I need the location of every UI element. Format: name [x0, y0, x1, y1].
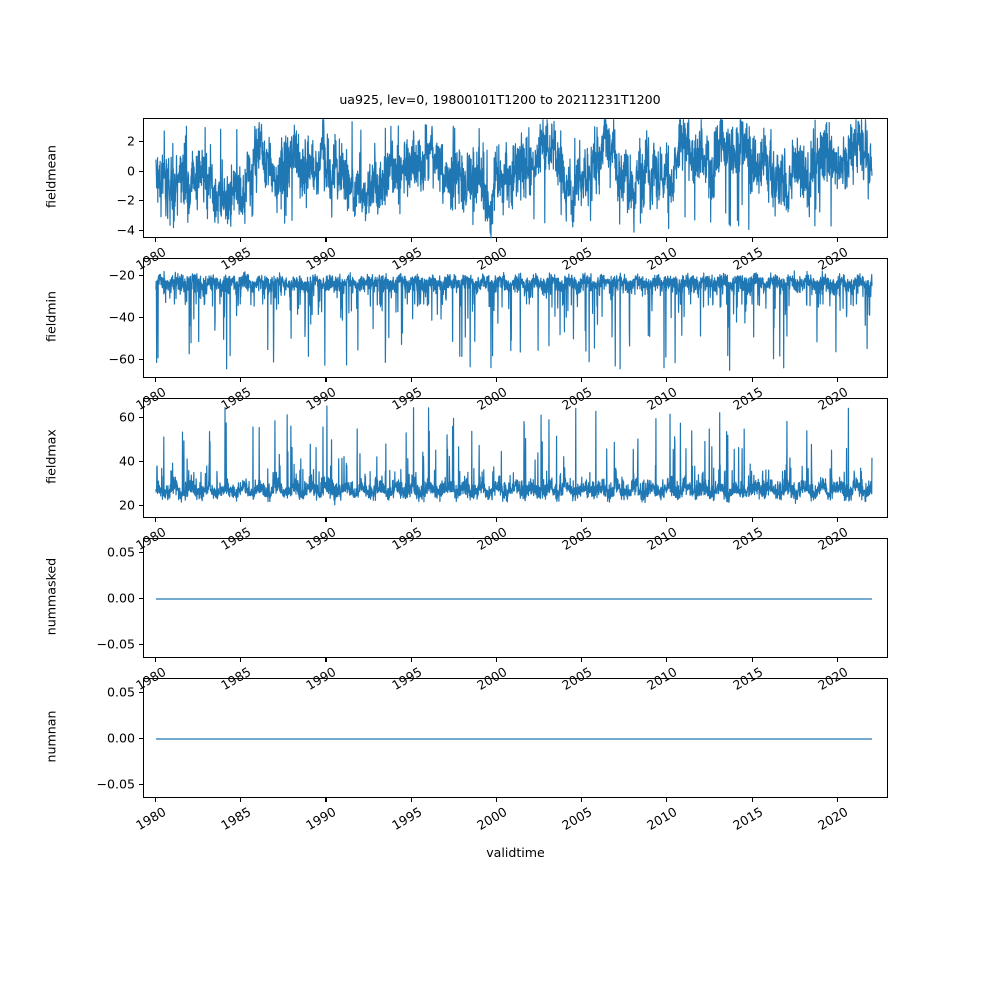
ytick-mark-fieldmax-1 — [139, 460, 143, 462]
subplot-fieldmin — [143, 258, 888, 378]
xtick-mark-nummasked-6 — [666, 658, 668, 662]
ytick-label-nummasked-0: 0.05 — [106, 544, 135, 560]
xtick-mark-nummasked-7 — [751, 658, 753, 662]
xtick-mark-fieldmax-3 — [410, 518, 412, 522]
xtick-mark-fieldmax-7 — [751, 518, 753, 522]
xtick-mark-numnan-4 — [495, 798, 497, 802]
xtick-mark-fieldmax-1 — [240, 518, 242, 522]
ytick-mark-fieldmax-2 — [139, 504, 143, 506]
xtick-mark-fieldmin-1 — [240, 378, 242, 382]
ytick-mark-nummasked-2 — [139, 644, 143, 646]
ytick-label-fieldmean-0: 2 — [126, 133, 135, 149]
plot-canvas-fieldmin — [155, 270, 873, 371]
xtick-mark-fieldmax-6 — [666, 518, 668, 522]
ytick-mark-fieldmin-1 — [139, 316, 143, 319]
ytick-label-fieldmin-1: −40 — [108, 309, 135, 325]
xtick-mark-numnan-8 — [836, 798, 838, 802]
series-line-fieldmean — [155, 119, 873, 239]
subplot-fieldmax — [143, 398, 888, 518]
xtick-mark-fieldmean-1 — [240, 238, 242, 242]
ytick-label-fieldmean-2: −2 — [116, 192, 135, 208]
y-axis-label-numnan: numnan — [43, 710, 59, 763]
xtick-mark-fieldmean-8 — [836, 238, 838, 242]
ytick-label-numnan-1: 0.00 — [106, 730, 135, 746]
xtick-mark-numnan-1 — [240, 798, 242, 802]
xtick-mark-nummasked-0 — [154, 658, 157, 662]
ytick-label-fieldmin-2: −60 — [108, 351, 135, 367]
ytick-mark-fieldmean-1 — [139, 170, 143, 172]
figure-title: ua925, lev=0, 19800101T1200 to 20211231T… — [339, 92, 661, 107]
xtick-mark-fieldmean-0 — [154, 238, 157, 242]
xtick-mark-nummasked-3 — [410, 658, 412, 662]
xtick-mark-fieldmin-6 — [666, 378, 668, 382]
xtick-mark-numnan-2 — [325, 798, 327, 802]
xtick-mark-fieldmean-7 — [751, 238, 753, 242]
ytick-label-numnan-2: −0.05 — [96, 776, 135, 792]
ytick-mark-numnan-1 — [139, 738, 143, 740]
ytick-label-fieldmean-1: 0 — [126, 163, 135, 179]
xtick-mark-fieldmin-0 — [154, 378, 157, 382]
ytick-mark-numnan-0 — [139, 691, 143, 693]
ytick-label-numnan-0: 0.05 — [106, 684, 135, 700]
xtick-mark-numnan-6 — [666, 798, 668, 802]
ytick-mark-numnan-2 — [139, 784, 143, 786]
xtick-mark-nummasked-5 — [581, 658, 583, 662]
ytick-mark-fieldmean-3 — [139, 229, 143, 231]
ytick-label-fieldmax-2: 20 — [118, 497, 135, 513]
ytick-label-fieldmax-0: 60 — [118, 409, 135, 425]
xtick-mark-fieldmin-2 — [325, 378, 327, 382]
xtick-mark-nummasked-1 — [240, 658, 242, 662]
xtick-mark-numnan-0 — [154, 798, 157, 802]
ytick-label-fieldmin-0: −20 — [108, 267, 135, 283]
subplot-fieldmean — [143, 118, 888, 239]
xtick-mark-numnan-3 — [410, 798, 412, 802]
xtick-mark-fieldmax-8 — [836, 518, 838, 522]
xtick-mark-fieldmean-2 — [325, 238, 327, 242]
xtick-mark-nummasked-4 — [495, 658, 497, 662]
xtick-mark-fieldmin-8 — [836, 378, 838, 382]
xtick-mark-fieldmean-3 — [410, 238, 412, 242]
series-line-fieldmax — [155, 405, 873, 506]
subplot-numnan — [143, 678, 888, 798]
xtick-mark-nummasked-2 — [325, 658, 327, 662]
plot-canvas-nummasked — [155, 598, 872, 600]
ytick-label-fieldmax-1: 40 — [118, 453, 135, 469]
xtick-mark-numnan-5 — [581, 798, 583, 802]
ytick-label-nummasked-2: −0.05 — [96, 636, 135, 652]
plot-canvas-numnan — [155, 738, 872, 740]
ytick-mark-nummasked-1 — [139, 598, 143, 600]
xtick-mark-fieldmax-4 — [495, 518, 497, 522]
ytick-mark-fieldmean-0 — [139, 140, 143, 143]
xtick-mark-nummasked-8 — [836, 658, 838, 662]
xtick-mark-fieldmean-4 — [495, 238, 497, 242]
plot-canvas-fieldmean — [155, 119, 873, 239]
xtick-mark-fieldmin-5 — [581, 378, 583, 382]
ytick-mark-nummasked-0 — [139, 551, 143, 553]
y-axis-label-fieldmax: fieldmax — [43, 429, 59, 484]
subplot-nummasked — [143, 538, 888, 658]
plot-canvas-fieldmax — [155, 405, 873, 506]
ytick-mark-fieldmean-2 — [139, 200, 143, 202]
xtick-mark-fieldmax-0 — [154, 518, 157, 522]
xtick-mark-fieldmin-4 — [495, 378, 497, 382]
ytick-label-fieldmean-3: −4 — [116, 222, 135, 238]
series-line-fieldmin — [155, 270, 873, 371]
ytick-mark-fieldmax-0 — [139, 416, 143, 418]
xtick-mark-fieldmean-6 — [666, 238, 668, 242]
xtick-mark-numnan-7 — [751, 798, 753, 802]
xtick-mark-fieldmin-7 — [751, 378, 753, 382]
x-axis-label: validtime — [486, 845, 545, 860]
xtick-mark-fieldmax-2 — [325, 518, 327, 522]
y-axis-label-fieldmean: fieldmean — [43, 145, 59, 208]
ytick-label-nummasked-1: 0.00 — [106, 590, 135, 606]
xtick-mark-fieldmean-5 — [581, 238, 583, 242]
xtick-mark-fieldmax-5 — [581, 518, 583, 522]
ytick-mark-fieldmin-2 — [139, 359, 143, 361]
y-axis-label-fieldmin: fieldmin — [43, 291, 59, 342]
y-axis-label-nummasked: nummasked — [43, 557, 59, 636]
xtick-mark-fieldmin-3 — [410, 378, 412, 382]
ytick-mark-fieldmin-0 — [139, 274, 143, 276]
